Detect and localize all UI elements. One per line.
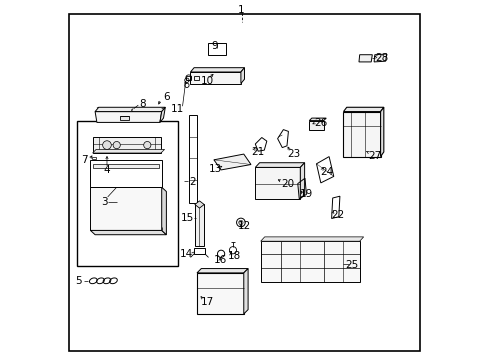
Text: 18: 18 xyxy=(227,251,241,261)
Polygon shape xyxy=(255,167,300,199)
Text: 21: 21 xyxy=(251,147,264,157)
Polygon shape xyxy=(160,107,165,122)
Polygon shape xyxy=(244,269,247,314)
Polygon shape xyxy=(162,187,166,235)
Text: 7: 7 xyxy=(81,155,87,165)
Text: 12: 12 xyxy=(237,221,251,231)
Polygon shape xyxy=(213,154,250,170)
Text: 25: 25 xyxy=(345,260,358,270)
Text: 16: 16 xyxy=(213,255,226,265)
Polygon shape xyxy=(190,68,244,72)
Polygon shape xyxy=(197,273,244,314)
Bar xyxy=(77,121,178,266)
Bar xyxy=(208,43,226,55)
Text: 26: 26 xyxy=(314,118,327,128)
Polygon shape xyxy=(373,54,386,62)
Text: 20: 20 xyxy=(281,179,294,189)
Text: 24: 24 xyxy=(319,167,332,177)
Text: 10: 10 xyxy=(201,76,214,86)
Polygon shape xyxy=(92,137,161,153)
Polygon shape xyxy=(255,163,304,167)
Text: 13: 13 xyxy=(208,164,221,174)
Polygon shape xyxy=(358,55,371,62)
Text: 5: 5 xyxy=(76,276,82,286)
Text: 6: 6 xyxy=(163,92,169,102)
Polygon shape xyxy=(92,149,164,153)
Polygon shape xyxy=(309,118,325,121)
Polygon shape xyxy=(380,107,383,157)
Text: 15: 15 xyxy=(181,213,194,223)
Polygon shape xyxy=(343,112,380,157)
Polygon shape xyxy=(95,112,162,122)
Polygon shape xyxy=(92,164,159,168)
Polygon shape xyxy=(197,269,247,273)
Polygon shape xyxy=(190,72,241,84)
Polygon shape xyxy=(241,68,244,84)
Polygon shape xyxy=(260,241,359,282)
Circle shape xyxy=(143,141,151,149)
Polygon shape xyxy=(343,107,383,112)
Polygon shape xyxy=(95,107,165,112)
Polygon shape xyxy=(309,121,323,130)
Text: 8: 8 xyxy=(140,99,146,109)
Text: 17: 17 xyxy=(201,297,214,307)
Text: 28: 28 xyxy=(375,53,388,63)
Polygon shape xyxy=(194,204,204,246)
Polygon shape xyxy=(300,163,304,199)
Text: 22: 22 xyxy=(330,210,343,220)
Text: 1: 1 xyxy=(238,5,244,15)
Polygon shape xyxy=(194,201,204,208)
Bar xyxy=(120,116,129,120)
Polygon shape xyxy=(90,187,162,230)
Text: 14: 14 xyxy=(180,249,193,259)
Polygon shape xyxy=(260,237,363,241)
Text: 19: 19 xyxy=(299,189,312,199)
Circle shape xyxy=(238,220,243,225)
Text: 27: 27 xyxy=(367,151,381,161)
Text: 4: 4 xyxy=(103,165,110,175)
Text: 3: 3 xyxy=(101,197,107,207)
Polygon shape xyxy=(90,230,166,235)
Circle shape xyxy=(113,141,120,149)
Text: 2: 2 xyxy=(189,177,196,187)
Text: 11: 11 xyxy=(171,104,184,114)
Text: 9: 9 xyxy=(211,41,218,51)
Text: 23: 23 xyxy=(287,149,300,159)
Circle shape xyxy=(102,141,111,149)
